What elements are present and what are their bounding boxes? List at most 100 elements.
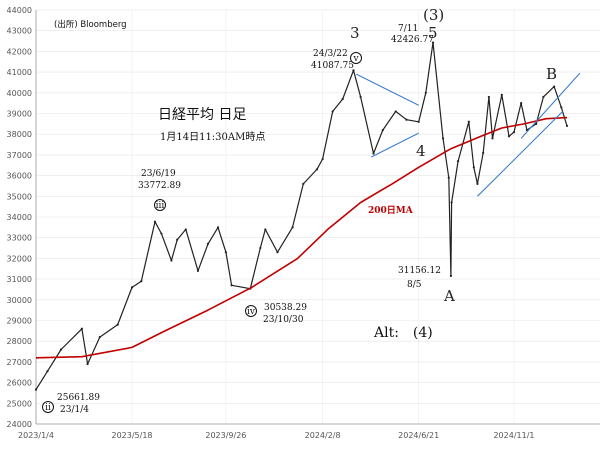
price-point (46, 370, 49, 373)
x-tick-label: 2024/2/8 (305, 431, 341, 440)
wave-label-a: A (443, 287, 455, 305)
price-point (500, 93, 503, 96)
price-point (276, 251, 279, 254)
price-point (98, 335, 101, 339)
price-point (431, 41, 435, 44)
y-tick-label: 32000 (7, 254, 32, 263)
ma-200-line (35, 116, 568, 359)
price-point (520, 102, 523, 105)
price-point (130, 286, 134, 289)
y-tick-label: 34000 (7, 213, 32, 222)
y-tick-label: 35000 (7, 192, 32, 201)
trendline (371, 132, 419, 158)
price-point (542, 95, 545, 99)
y-tick-label: 43000 (7, 27, 32, 36)
ann-low-2023-01: ii 25661.89 23/1/4 (42, 393, 100, 415)
x-tick-label: 2023/5/18 (112, 431, 153, 440)
y-tick-label: 31000 (7, 275, 32, 284)
price-point (487, 95, 490, 99)
y-tick-label: 38000 (7, 130, 32, 139)
wave-marker-label: iii (156, 201, 165, 211)
ann-value: 33772.89 (138, 181, 181, 191)
price-point (417, 120, 420, 123)
x-tick-label: 2023/1/4 (18, 431, 54, 440)
price-point (472, 166, 475, 169)
price-point (450, 201, 453, 204)
price-point (341, 97, 344, 101)
price-point (140, 280, 143, 283)
price-point (507, 135, 511, 138)
price-point (80, 327, 83, 330)
price-point (59, 348, 63, 351)
y-tick-label: 26000 (7, 379, 32, 388)
price-point (315, 168, 319, 171)
price-point (34, 388, 38, 391)
ann-low-2024-08: 31156.12 8/5 (398, 266, 441, 290)
ann-low-2023-10: iv 30538.29 23/10/30 (245, 303, 307, 325)
price-point (321, 157, 324, 161)
price-point (405, 118, 408, 121)
wave-marker-label: iv (247, 307, 256, 317)
chart-source: (出所) Bloomberg (54, 19, 127, 30)
chart-subtitle: 1月14日11:30AM時点 (160, 131, 265, 143)
y-tick-label: 28000 (7, 337, 32, 346)
price-point (160, 232, 163, 235)
y-tick-label: 33000 (7, 234, 32, 243)
trendline (477, 111, 564, 197)
wave-marker-circle (42, 401, 54, 413)
y-tick-label: 37000 (7, 151, 32, 160)
price-point (560, 106, 563, 109)
price-point (447, 176, 450, 179)
x-tick-label: 2024/6/21 (398, 431, 439, 440)
trendline (356, 73, 419, 106)
price-point (482, 151, 485, 154)
price-point (535, 122, 538, 125)
price-point (352, 69, 355, 72)
wave-label-4: 4 (416, 142, 426, 160)
trendline (520, 72, 581, 139)
wave-label-3: 3 (350, 24, 360, 42)
y-tick-label: 30000 (7, 296, 32, 305)
ann-value: 30538.29 (264, 303, 307, 313)
ann-value: 25661.89 (57, 393, 100, 403)
price-point (331, 110, 334, 113)
price-point (291, 226, 294, 229)
ann-date: 23/10/30 (263, 315, 304, 325)
ann-date: 23/6/19 (141, 169, 176, 179)
y-tick-label: 36000 (7, 172, 32, 181)
price-point (176, 238, 179, 241)
price-point (381, 128, 384, 132)
ann-date: 23/1/4 (60, 405, 89, 415)
y-tick-label: 25000 (7, 399, 32, 408)
wave-marker-label: ii (45, 403, 51, 413)
price-point (302, 182, 305, 185)
x-tick-label: 2024/11/1 (493, 431, 534, 440)
price-point (224, 251, 227, 254)
wave-label-b: B (546, 65, 557, 83)
price-point (394, 110, 397, 113)
ann-value: 31156.12 (398, 266, 441, 276)
price-point (553, 85, 556, 88)
ann-high-2023-06: 23/6/19 33772.89 iii (138, 169, 181, 211)
price-point (264, 228, 267, 231)
grid (35, 9, 600, 425)
price-point (116, 323, 119, 326)
price-point (424, 91, 427, 94)
price-point (170, 259, 173, 262)
y-tick-label: 24000 (7, 420, 32, 429)
ann-date: 8/5 (407, 280, 422, 290)
ma-label: 200日MA (368, 205, 414, 216)
price-point (206, 242, 210, 246)
y-tick-label: 41000 (7, 68, 32, 77)
alt-count-label: Alt: (4) (373, 325, 433, 341)
ann-high-2024-07: 7/11 42426.77 (391, 24, 434, 45)
y-tick-label: 40000 (7, 89, 32, 98)
y-tick-label: 27000 (7, 358, 32, 367)
y-tick-label: 29000 (7, 317, 32, 326)
ann-date: 24/3/22 (313, 49, 348, 59)
ann-date: 7/11 (398, 24, 418, 34)
price-point (467, 120, 470, 123)
